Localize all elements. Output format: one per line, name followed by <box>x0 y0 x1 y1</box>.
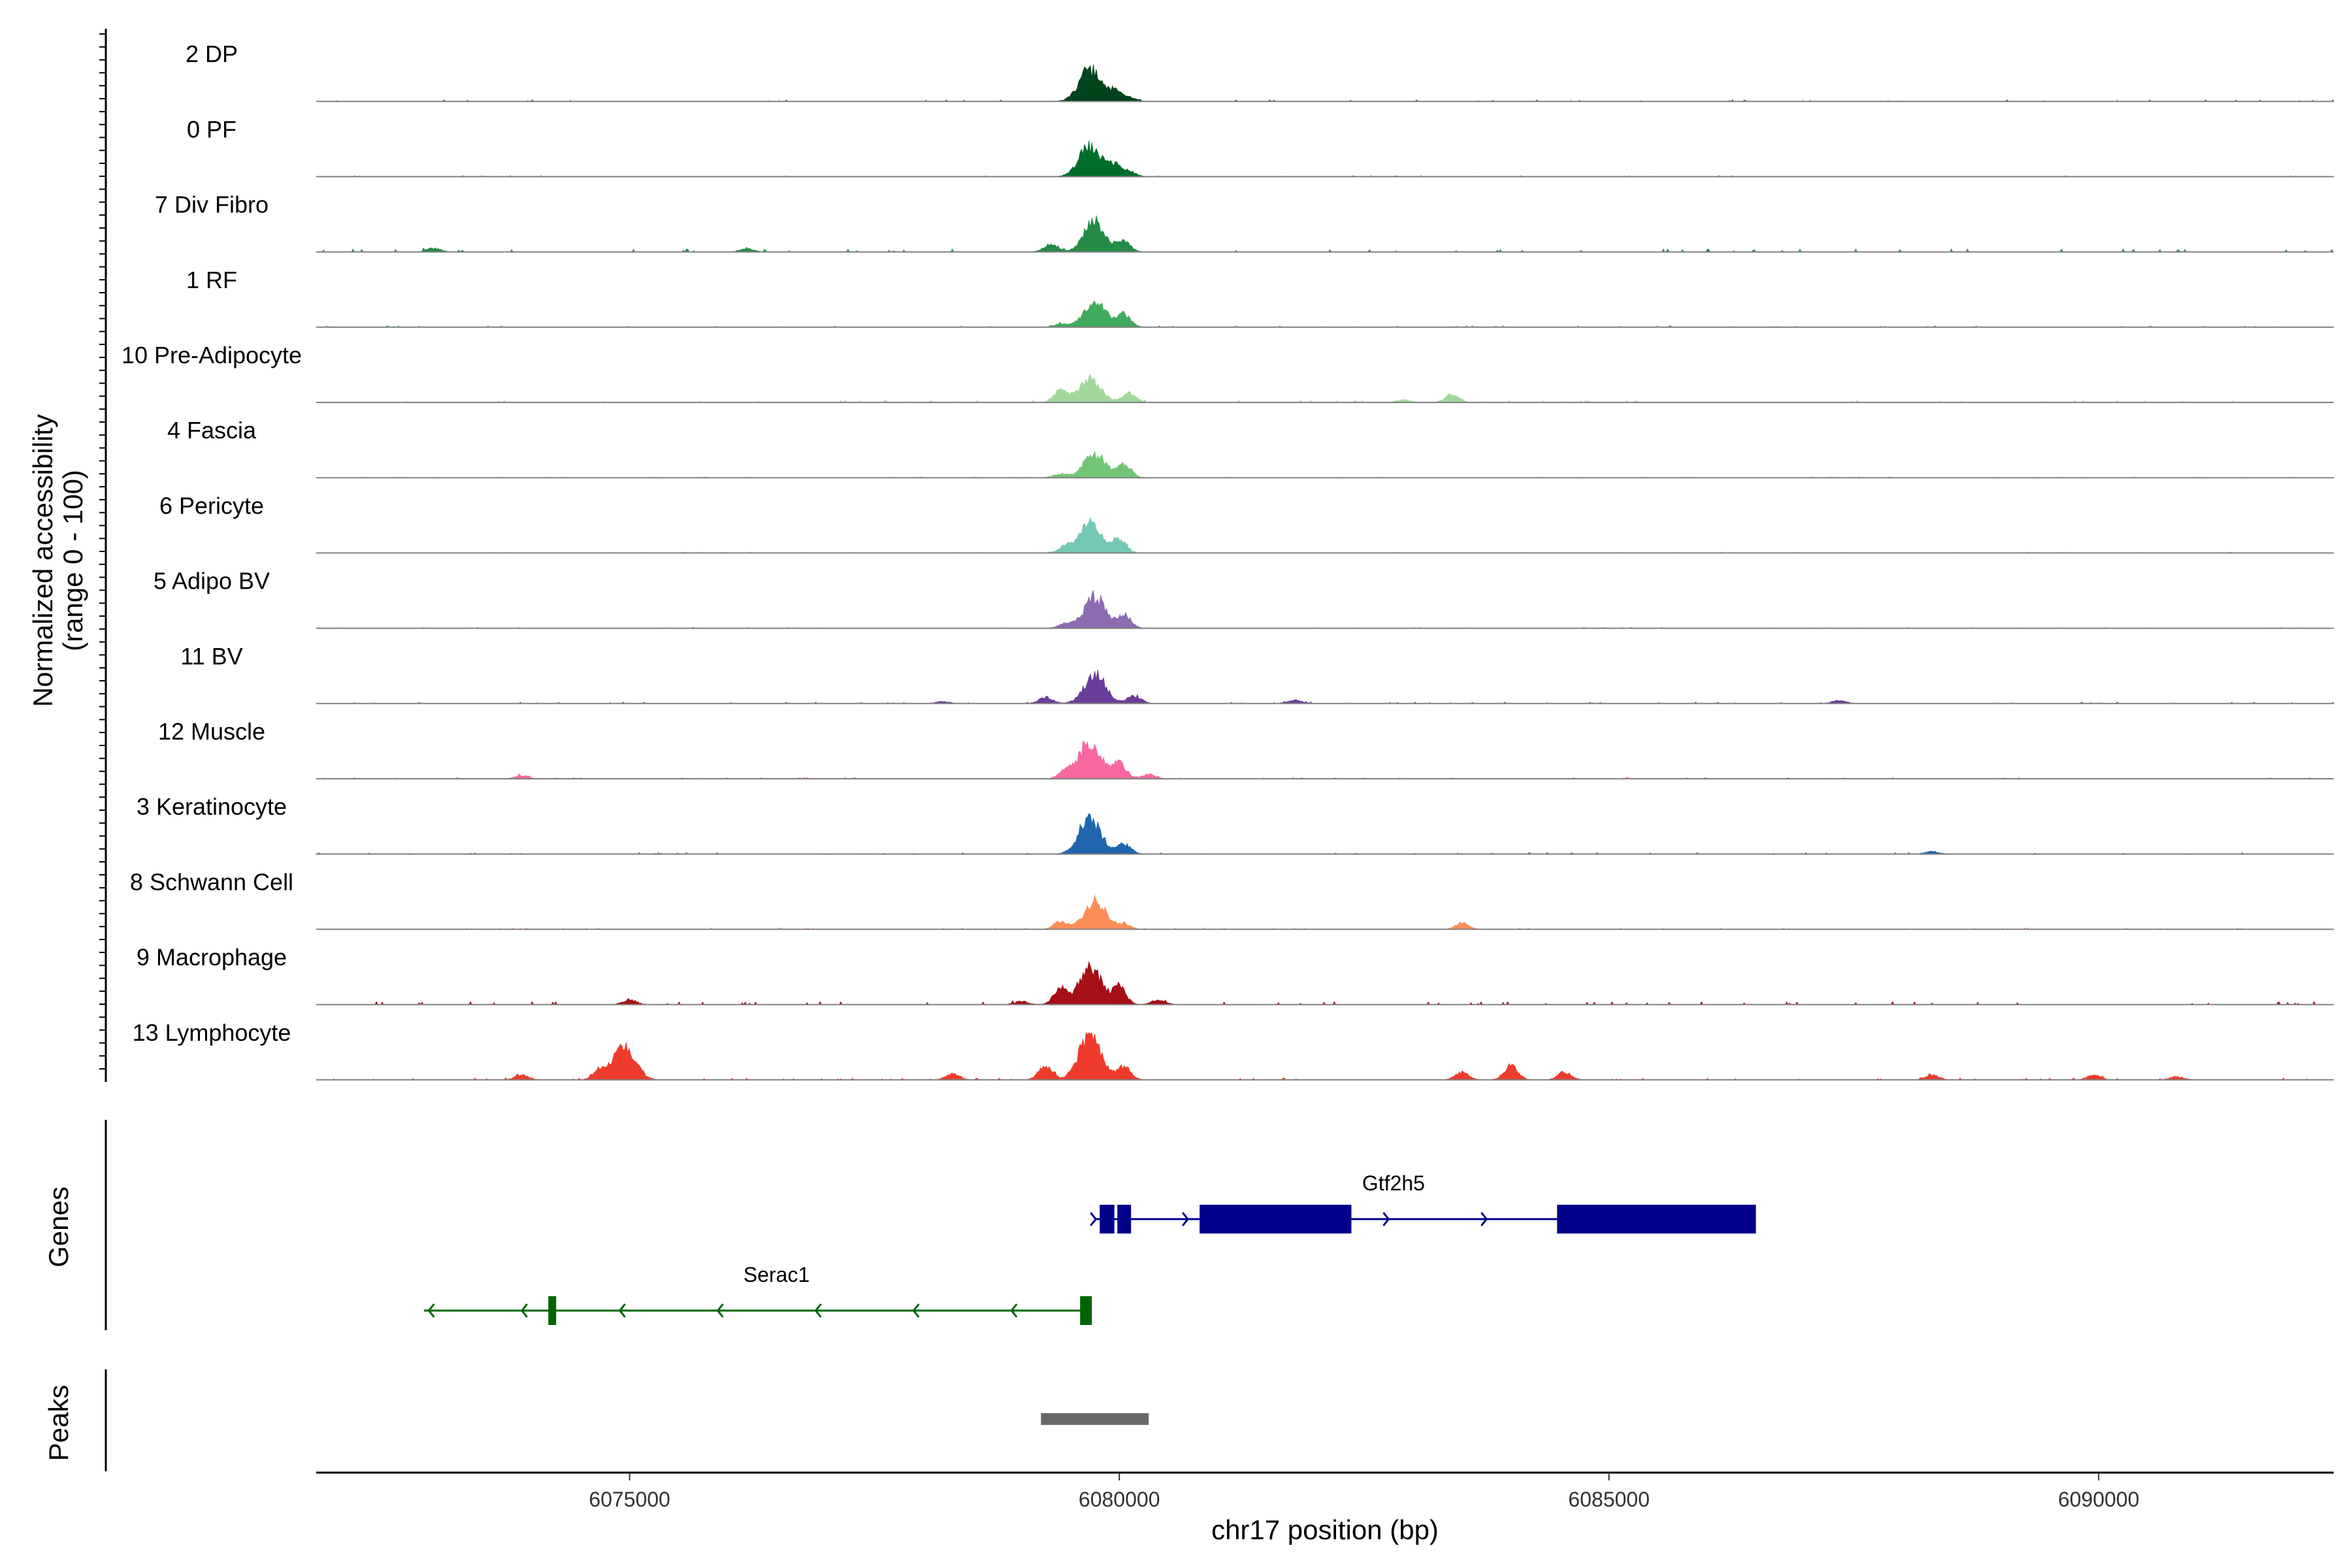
gene-exon <box>1557 1205 1756 1233</box>
coverage-area <box>316 301 2334 328</box>
chevron-left-icon <box>814 1303 822 1318</box>
track-label: 11 BV <box>180 643 242 670</box>
coverage-track: 13 Lymphocyte <box>133 1019 2334 1081</box>
track-label: 13 Lymphocyte <box>133 1019 291 1046</box>
track-label: 6 Pericyte <box>159 492 264 519</box>
coverage-track: 10 Pre-Adipocyte <box>122 342 2334 403</box>
chevron-left-icon <box>427 1303 435 1318</box>
track-label: 4 Fascia <box>167 417 257 444</box>
coverage-area <box>316 589 2334 629</box>
gene-exon <box>1117 1205 1132 1233</box>
chevron-right-icon <box>1090 1212 1098 1226</box>
coverage-tracks: 2 DP 0 PF 7 Div Fibro 1 RF 10 Pre-Adipocyte 4… <box>122 41 2334 1081</box>
peak-region-bar <box>1041 1413 1149 1425</box>
coverage-area <box>316 517 2334 553</box>
track-label: 5 Adipo BV <box>154 568 270 595</box>
coverage-area <box>316 64 2334 102</box>
x-axis: 6075000 6080000 6085000 6090000 <box>316 1471 2334 1511</box>
chevron-right-icon <box>1181 1212 1190 1226</box>
gene-annotation-track: Gtf2h5 Serac1 <box>423 1171 1756 1325</box>
chevron-left-icon <box>520 1303 528 1318</box>
coverage-track: 6 Pericyte <box>159 492 2334 554</box>
coverage-area <box>316 373 2334 403</box>
coverage-track: 1 RF <box>186 267 2334 328</box>
coverage-track: 4 Fascia <box>167 417 2334 479</box>
chevron-right-icon <box>1480 1212 1488 1226</box>
coverage-area <box>316 140 2334 177</box>
gene-name-label: Gtf2h5 <box>1362 1171 1425 1195</box>
coverage-track: 7 Div Fibro <box>155 191 2334 253</box>
x-tick-label: 6080000 <box>1079 1488 1160 1511</box>
coverage-track: 0 PF <box>187 116 2334 178</box>
chevron-left-icon <box>618 1303 626 1318</box>
peaks-section-label: Peaks <box>43 1385 74 1462</box>
x-tick-label: 6075000 <box>589 1488 670 1511</box>
chevron-left-icon <box>716 1303 724 1318</box>
coverage-area <box>316 450 2334 478</box>
genes-section-label: Genes <box>43 1186 74 1267</box>
x-axis-title: chr17 position (bp) <box>1211 1514 1439 1545</box>
coverage-track: 5 Adipo BV <box>154 568 2334 629</box>
peak-region-track <box>1041 1413 1149 1425</box>
x-tick-label: 6090000 <box>2058 1488 2140 1511</box>
gene-exon <box>1080 1296 1092 1325</box>
gene-model: Gtf2h5 <box>1090 1171 1756 1233</box>
coverage-track: 2 DP <box>186 41 2334 103</box>
coverage-track: 8 Schwann Cell <box>130 868 2334 930</box>
chevron-left-icon <box>1010 1303 1018 1318</box>
gene-exon <box>1200 1205 1352 1233</box>
gene-exon <box>548 1296 557 1325</box>
track-label: 1 RF <box>186 267 237 293</box>
coverage-area <box>316 894 2334 930</box>
coverage-area <box>316 215 2334 253</box>
track-label: 2 DP <box>186 41 238 67</box>
gene-name-label: Serac1 <box>743 1263 809 1286</box>
track-label: 12 Muscle <box>158 718 265 745</box>
track-label: 3 Keratinocyte <box>137 793 287 820</box>
coverage-track: 3 Keratinocyte <box>137 793 2334 855</box>
track-label: 8 Schwann Cell <box>130 868 293 895</box>
gene-exon <box>1100 1205 1115 1233</box>
coverage-track: 11 BV <box>180 643 2334 704</box>
track-label: 9 Macrophage <box>137 944 287 971</box>
gene-model: Serac1 <box>423 1263 1092 1325</box>
track-label: 7 Div Fibro <box>155 191 269 218</box>
coverage-area <box>316 669 2334 704</box>
coverage-track: 12 Muscle <box>158 718 2334 779</box>
x-tick-label: 6085000 <box>1568 1488 1650 1511</box>
coverage-area <box>316 960 2334 1005</box>
coverage-area <box>316 1032 2334 1081</box>
chevron-left-icon <box>912 1303 920 1318</box>
coverage-track: 9 Macrophage <box>137 944 2334 1005</box>
y-axis-title-line-1: Normalized accessibility <box>27 414 58 707</box>
track-label: 0 PF <box>187 116 237 142</box>
chevron-right-icon <box>1382 1212 1390 1226</box>
coverage-area <box>316 740 2334 779</box>
y-axis-title-line-2: (range 0 - 100) <box>57 470 88 651</box>
coverage-area <box>316 813 2334 855</box>
panel-frames <box>99 29 107 1471</box>
track-label: 10 Pre-Adipocyte <box>122 342 302 368</box>
